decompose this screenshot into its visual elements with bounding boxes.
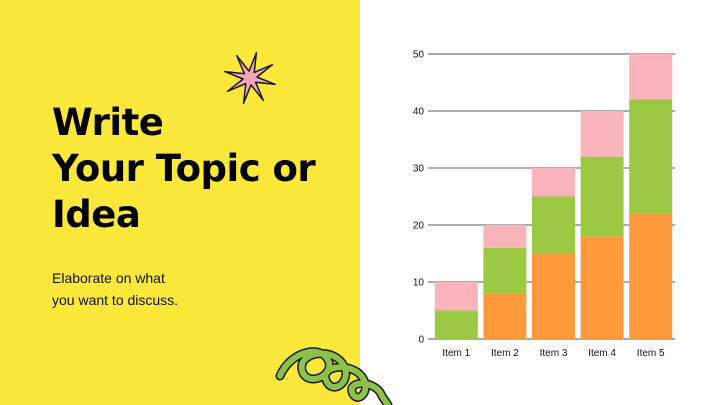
bar-segment [580, 111, 624, 157]
left-panel: Write Your Topic or Idea Elaborate on wh… [0, 0, 360, 405]
x-axis-ticks: Item 1 Item 2 Item 3 Item 4 Item 5 [442, 348, 665, 359]
bar-segment [483, 225, 527, 248]
x-tick-label: Item 2 [491, 348, 519, 359]
bar-segment [580, 156, 624, 237]
bar-segment [483, 247, 527, 294]
bar-segment [483, 293, 527, 339]
bar-segment [532, 253, 575, 339]
y-tick-label: 50 [413, 50, 425, 61]
body-line-1: Elaborate on what [52, 270, 165, 286]
star-doodle-path [224, 52, 276, 104]
body-line-2: you want to discuss. [52, 292, 179, 308]
x-tick-label: Item 4 [588, 348, 616, 359]
y-axis-ticks: 0 10 20 30 40 50 [413, 50, 425, 346]
y-tick-label: 40 [413, 107, 425, 118]
x-tick-label: Item 5 [637, 348, 665, 359]
y-tick-label: 30 [413, 164, 425, 175]
y-tick-label: 10 [413, 278, 425, 289]
bar-segment [532, 168, 575, 197]
x-tick-label: Item 3 [540, 348, 568, 359]
bar-segment [434, 282, 478, 311]
swirl-stroke [277, 348, 391, 405]
slide-body-text: Elaborate on what you want to discuss. [52, 267, 178, 311]
bar-segment [434, 310, 478, 339]
y-tick-label: 20 [413, 221, 425, 232]
bar-segment [629, 213, 673, 339]
bar-segment [580, 236, 624, 339]
y-tick-label: 0 [418, 335, 424, 346]
title-line-1: Write [52, 101, 164, 144]
bars [434, 54, 673, 339]
title-line-2: Your Topic or [52, 147, 316, 190]
swirl-doodle-icon [275, 347, 393, 405]
star-doodle-icon [224, 52, 276, 104]
title-line-3: Idea [52, 193, 141, 236]
slide-title: Write Your Topic or Idea [52, 100, 316, 238]
x-tick-label: Item 1 [442, 348, 470, 359]
bar-segment [629, 99, 673, 214]
bar-segment [629, 54, 673, 100]
star-doodle-shape [224, 52, 276, 104]
bar-segment [532, 196, 575, 254]
